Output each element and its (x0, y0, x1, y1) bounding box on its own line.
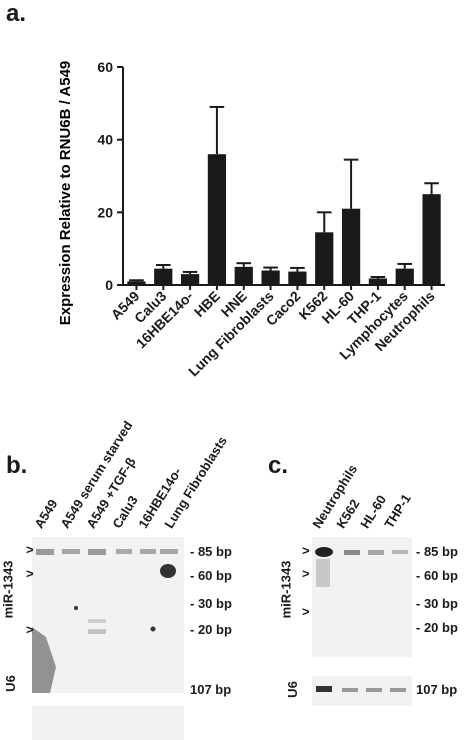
band-a549-85 (36, 549, 54, 555)
bar (180, 274, 200, 285)
band-neutrophils-85 (315, 547, 333, 557)
arrow-marker: > (302, 566, 310, 581)
bar (341, 208, 361, 285)
u6-band (390, 688, 406, 692)
panel-c-u6-label: U6 (284, 681, 300, 698)
band-fibro-85 (160, 549, 178, 554)
blot-spot (150, 626, 156, 632)
u6-band (342, 688, 358, 692)
u6-band (316, 686, 332, 692)
band-starved-85 (62, 549, 80, 554)
panel-c-blot-bands (315, 547, 408, 587)
panel-b-label: b. (6, 452, 28, 479)
smear-neutrophils (316, 559, 330, 587)
bar (315, 232, 334, 285)
bar (207, 154, 227, 285)
panel-b-blot-bands (32, 549, 178, 693)
size-marker: - 85 bp (190, 544, 232, 559)
bar (234, 266, 253, 285)
panel-c-mirna-label: miR-1343 (278, 560, 294, 619)
panel-b-u6-label: U6 (2, 675, 18, 692)
arrow-marker: > (26, 622, 34, 637)
lane-label: THP-1 (381, 491, 414, 531)
y-tick-label: 40 (97, 132, 113, 148)
panel-c-northern-blot (312, 537, 412, 657)
bar (154, 268, 173, 285)
band-calu3-85 (116, 549, 132, 554)
size-marker: - 20 bp (416, 620, 458, 635)
blot-spot (74, 606, 78, 610)
panel-c-u6-marker: 107 bp (416, 682, 458, 697)
panel-c-label: c. (268, 452, 289, 479)
arrow-marker: > (26, 566, 34, 581)
panel-c-u6-bands (316, 686, 406, 692)
y-tick-label: 60 (97, 59, 113, 75)
panel-b-mirna-label: miR-1343 (0, 560, 16, 619)
band-k562-85 (344, 550, 360, 555)
size-marker: - 20 bp (190, 622, 232, 637)
size-marker: - 85 bp (416, 544, 458, 559)
band-tgf-20 (88, 629, 106, 634)
band-tgf-30 (88, 619, 106, 623)
smear-a549 (32, 627, 56, 693)
u6-band (366, 688, 382, 692)
bar (288, 271, 307, 285)
y-tick-label: 0 (105, 277, 113, 293)
band-hl60-85 (368, 550, 384, 555)
panel-b-northern-blot (32, 537, 184, 693)
band-fibro-60 (160, 564, 176, 578)
panel-b-u6-marker: 107 bp (190, 682, 232, 697)
panel-a-label: a. (6, 0, 27, 27)
size-marker: - 30 bp (190, 596, 232, 611)
bar (368, 278, 388, 285)
size-marker: - 30 bp (416, 596, 458, 611)
size-marker: - 60 bp (416, 568, 458, 583)
bar (261, 270, 280, 285)
panel-c-u6-blot (312, 676, 412, 706)
arrow-marker: > (302, 604, 310, 619)
y-axis-label: Expression Relative to RNU6B / A549 (57, 61, 74, 326)
arrow-marker: > (26, 542, 34, 557)
bar-chart: Expression Relative to RNU6B / A549 0 20 4… (57, 59, 445, 379)
band-16hbe-85 (140, 549, 156, 554)
arrow-marker: > (302, 543, 310, 558)
bar (395, 268, 414, 285)
band-thp1-85 (392, 550, 408, 554)
band-tgf-85 (88, 549, 106, 555)
lane-label: A549 (31, 496, 61, 531)
bar (422, 194, 441, 285)
panel-b-u6-blot (32, 706, 184, 740)
y-tick-label: 20 (97, 204, 113, 220)
x-tick-label: HBE (191, 288, 223, 320)
bar (127, 281, 146, 285)
size-marker: - 60 bp (190, 568, 232, 583)
